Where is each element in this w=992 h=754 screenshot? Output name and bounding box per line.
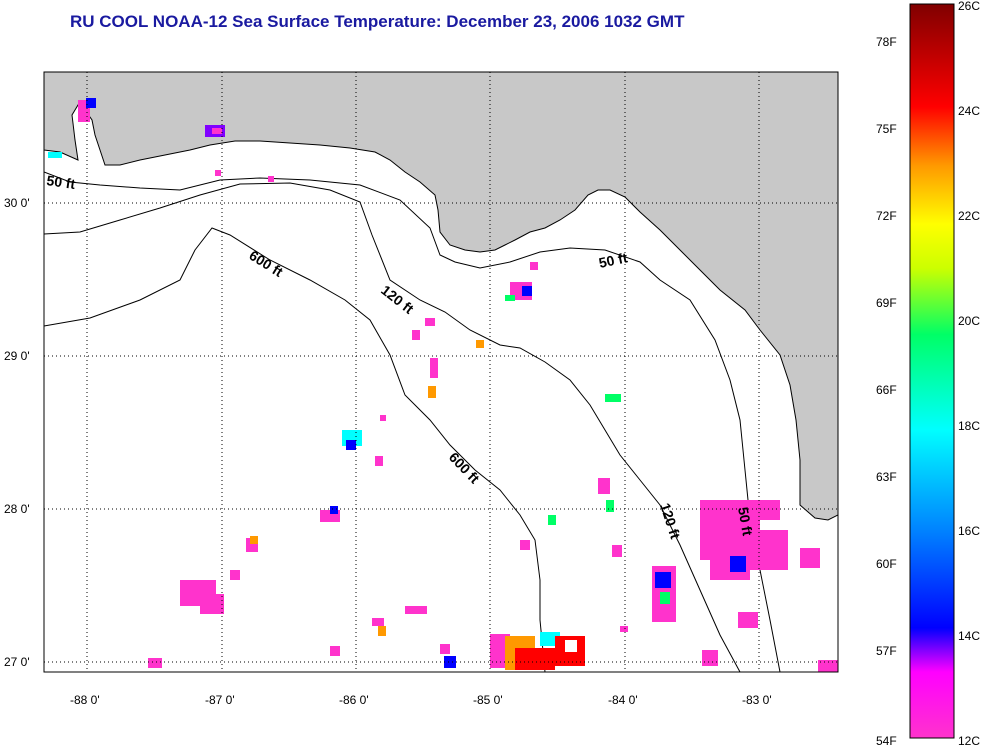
map-title: RU COOL NOAA-12 Sea Surface Temperature:… — [70, 12, 685, 31]
cb-label-c: 24C — [958, 104, 980, 118]
cb-label-c: 14C — [958, 629, 980, 643]
cb-label-c: 26C — [958, 0, 980, 13]
contour-600ft — [44, 227, 546, 672]
land-mass — [44, 72, 838, 521]
cb-label-f: 72F — [876, 209, 897, 223]
cb-label-f: 69F — [876, 296, 897, 310]
cb-label-f: 54F — [876, 734, 897, 748]
lat-label: 28 0' — [4, 502, 30, 516]
lon-label: -83 0' — [742, 693, 772, 707]
lat-label: 30 0' — [4, 196, 30, 210]
lat-axis: 30 0' 29 0' 28 0' 27 0' — [4, 196, 30, 669]
lon-label: -84 0' — [608, 693, 638, 707]
depth-label-50ft-west: 50 ft — [46, 172, 77, 192]
lon-label: -87 0' — [205, 693, 235, 707]
cb-label-f: 63F — [876, 470, 897, 484]
depth-label-50ft-south: 50 ft — [735, 506, 756, 537]
lon-label: -88 0' — [70, 693, 100, 707]
colorbar-c-labels: 26C 24C 22C 20C 18C 16C 14C 12C — [958, 0, 980, 748]
colorbar-gradient — [909, 3, 955, 739]
lon-label: -85 0' — [473, 693, 503, 707]
contour-50ft — [44, 171, 781, 672]
cb-label-c: 16C — [958, 524, 980, 538]
cb-label-c: 20C — [958, 314, 980, 328]
cb-label-c: 18C — [958, 419, 980, 433]
lon-axis: -88 0' -87 0' -86 0' -85 0' -84 0' -83 0… — [70, 693, 772, 707]
graticule — [44, 72, 838, 672]
cb-label-f: 78F — [876, 35, 897, 49]
map-panel[interactable]: 50 ft 600 ft 120 ft 50 ft 600 ft 120 ft … — [43, 71, 839, 673]
cb-label-f: 57F — [876, 644, 897, 658]
map-frame — [43, 71, 839, 673]
contour-120ft — [44, 182, 741, 672]
lat-label: 27 0' — [4, 655, 30, 669]
lat-label: 29 0' — [4, 349, 30, 363]
sst-patches — [48, 98, 838, 672]
lon-label: -86 0' — [339, 693, 369, 707]
cb-label-f: 75F — [876, 122, 897, 136]
depth-label-50ft-east: 50 ft — [597, 249, 629, 271]
cb-label-f: 66F — [876, 383, 897, 397]
cb-label-c: 22C — [958, 209, 980, 223]
cb-label-c: 12C — [958, 734, 980, 748]
cb-label-f: 60F — [876, 557, 897, 571]
colorbar: 78F 75F 72F 69F 66F 63F 60F 57F 54F 26C … — [876, 0, 980, 748]
colorbar-f-labels: 78F 75F 72F 69F 66F 63F 60F 57F 54F — [876, 35, 897, 748]
